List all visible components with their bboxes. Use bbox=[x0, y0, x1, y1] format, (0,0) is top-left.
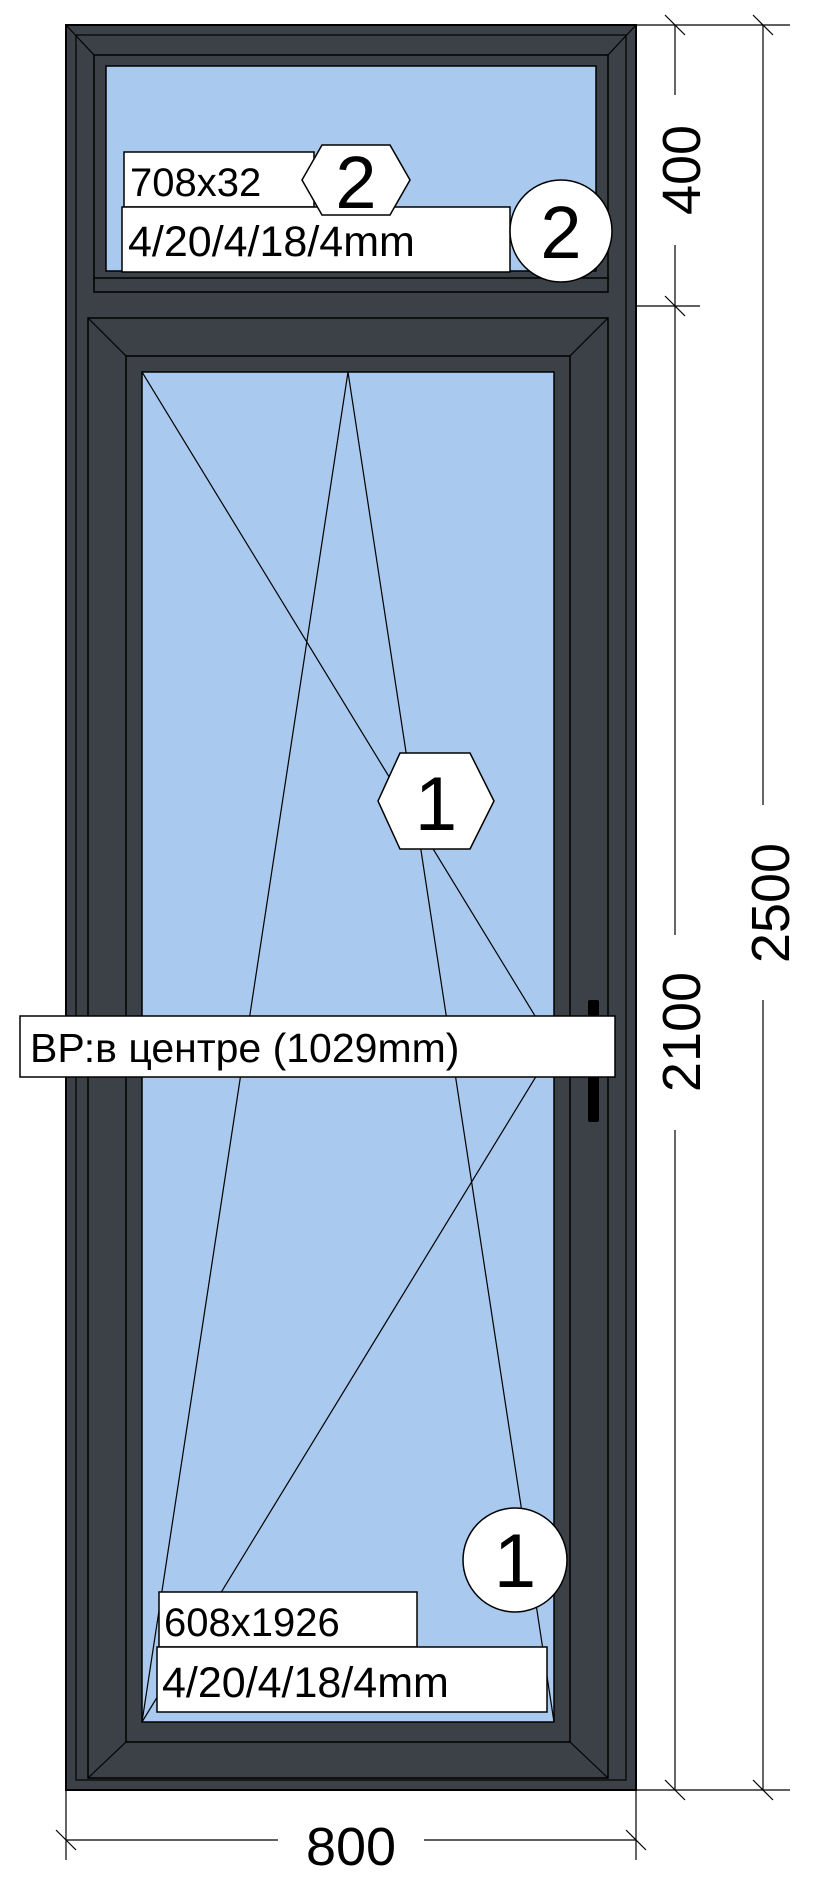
sash-hex-number: 1 bbox=[415, 762, 457, 847]
sash-size-text: 608x1926 bbox=[164, 1601, 340, 1645]
dimension-sash-height: 2100 bbox=[652, 972, 712, 1092]
dimension-outer-vertical: 2500 bbox=[700, 14, 801, 1801]
transom-circle-number: 2 bbox=[540, 191, 581, 274]
sash-circle-marker: 1 bbox=[462, 1507, 568, 1613]
dimension-transom-height: 400 bbox=[652, 125, 712, 215]
transom-hex-marker: 2 bbox=[301, 141, 411, 224]
sash-glass-label: 4/20/4/18/4mm bbox=[156, 1646, 548, 1713]
turn-line-top bbox=[141, 371, 555, 1048]
transom-circle-marker: 2 bbox=[509, 179, 613, 283]
transom-size-label: 708x32 bbox=[123, 151, 315, 208]
dimension-total-height: 2500 bbox=[741, 843, 801, 963]
transom-glass-label: 4/20/4/18/4mm bbox=[121, 206, 511, 273]
handle-note-text: ВР:в центре (1029mm) bbox=[30, 1025, 459, 1071]
handle-note: ВР:в центре (1029mm) bbox=[19, 1015, 616, 1078]
dimension-width: 800 bbox=[55, 1790, 647, 1877]
sash-glass-text: 4/20/4/18/4mm bbox=[162, 1659, 449, 1707]
transom-glass-text: 4/20/4/18/4mm bbox=[128, 218, 415, 266]
dimension-inner-vertical: 400 2100 bbox=[636, 14, 712, 1801]
sash-circle-number: 1 bbox=[494, 1519, 536, 1604]
sash-size-label: 608x1926 bbox=[158, 1591, 418, 1648]
sash-hex-marker: 1 bbox=[377, 752, 495, 850]
transom-size-text: 708x32 bbox=[130, 161, 261, 205]
dimension-total-width: 800 bbox=[306, 1817, 396, 1877]
transom-hex-number: 2 bbox=[335, 141, 376, 224]
